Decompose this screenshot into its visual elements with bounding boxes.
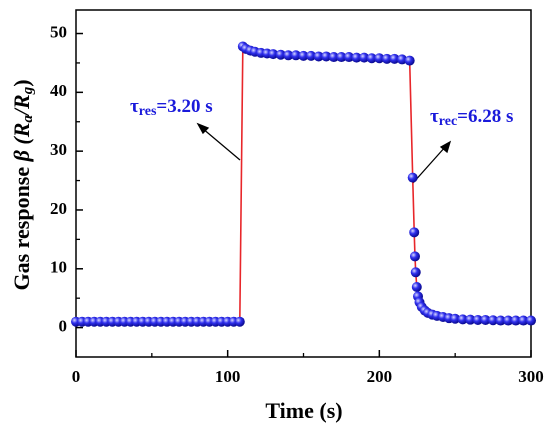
data-point	[518, 315, 529, 326]
annotation-part: res	[139, 104, 157, 119]
annotation-part: rec	[439, 114, 457, 129]
y-label-part: β	[9, 149, 34, 162]
data-point	[450, 313, 461, 324]
y-tick-label: 10	[50, 258, 67, 277]
y-label-part: (R	[9, 123, 34, 151]
data-point	[503, 315, 514, 326]
y-label-part: Gas response	[9, 161, 34, 290]
data-line	[76, 44, 531, 323]
annotation-part: =6.28 s	[457, 106, 513, 127]
data-point	[407, 172, 418, 183]
data-point	[526, 315, 536, 326]
data-point	[306, 50, 317, 61]
data-point	[328, 52, 339, 63]
data-point	[336, 52, 347, 63]
arrow-line	[201, 127, 241, 161]
x-tick-label: 100	[215, 367, 241, 386]
data-point	[389, 53, 400, 64]
data-point	[366, 53, 377, 64]
data-point	[411, 282, 422, 293]
data-point	[510, 315, 521, 326]
y-label-part: )	[9, 79, 34, 86]
plot-frame	[75, 9, 532, 358]
data-point	[359, 52, 370, 63]
data-point	[409, 251, 420, 262]
y-tick-label: 40	[50, 81, 67, 100]
data-point	[275, 49, 286, 60]
y-axis-label: Gas response β (Ra/Rg)	[9, 79, 36, 290]
data-point	[480, 314, 491, 325]
y-tick-label: 20	[50, 199, 67, 218]
data-point	[381, 53, 392, 64]
y-label-part: /R	[9, 94, 34, 117]
arrow-head	[196, 122, 210, 135]
data-point	[472, 314, 483, 325]
data-point	[298, 50, 309, 61]
annotation-part: τ	[130, 96, 139, 117]
y-tick-label: 50	[50, 22, 67, 41]
data-point	[410, 267, 421, 278]
data-point	[290, 50, 301, 61]
y-label-part: g	[20, 86, 36, 95]
data-point	[268, 49, 279, 60]
arrow-line	[412, 145, 447, 184]
x-axis-label: Time (s)	[265, 398, 342, 423]
annotation-text: τres=3.20 s	[130, 96, 213, 119]
data-point	[351, 52, 362, 63]
data-point	[344, 52, 354, 63]
x-tick-label: 0	[72, 367, 81, 386]
data-point	[234, 316, 245, 327]
x-tick-label: 200	[367, 367, 393, 386]
annotation-part: =3.20 s	[156, 96, 212, 117]
annotation: τrec=6.28 s	[430, 106, 513, 129]
y-tick-label: 30	[50, 140, 67, 159]
data-point	[313, 51, 324, 62]
data-point	[409, 227, 420, 238]
annotation-text: τrec=6.28 s	[430, 106, 513, 129]
annotation-arrows	[196, 122, 452, 184]
data-point	[283, 50, 294, 61]
annotation-part: τ	[430, 106, 439, 127]
data-point	[488, 315, 499, 326]
data-point	[397, 54, 408, 65]
arrow-head	[439, 140, 452, 154]
annotation: τres=3.20 s	[130, 96, 213, 119]
y-tick-label: 0	[59, 316, 68, 335]
data-point	[465, 314, 476, 325]
data-point	[374, 53, 385, 64]
data-point	[321, 51, 332, 62]
data-point	[404, 55, 415, 66]
data-point	[457, 314, 468, 325]
data-point	[495, 315, 506, 326]
y-label-part: a	[20, 115, 36, 123]
x-tick-label: 300	[518, 367, 544, 386]
